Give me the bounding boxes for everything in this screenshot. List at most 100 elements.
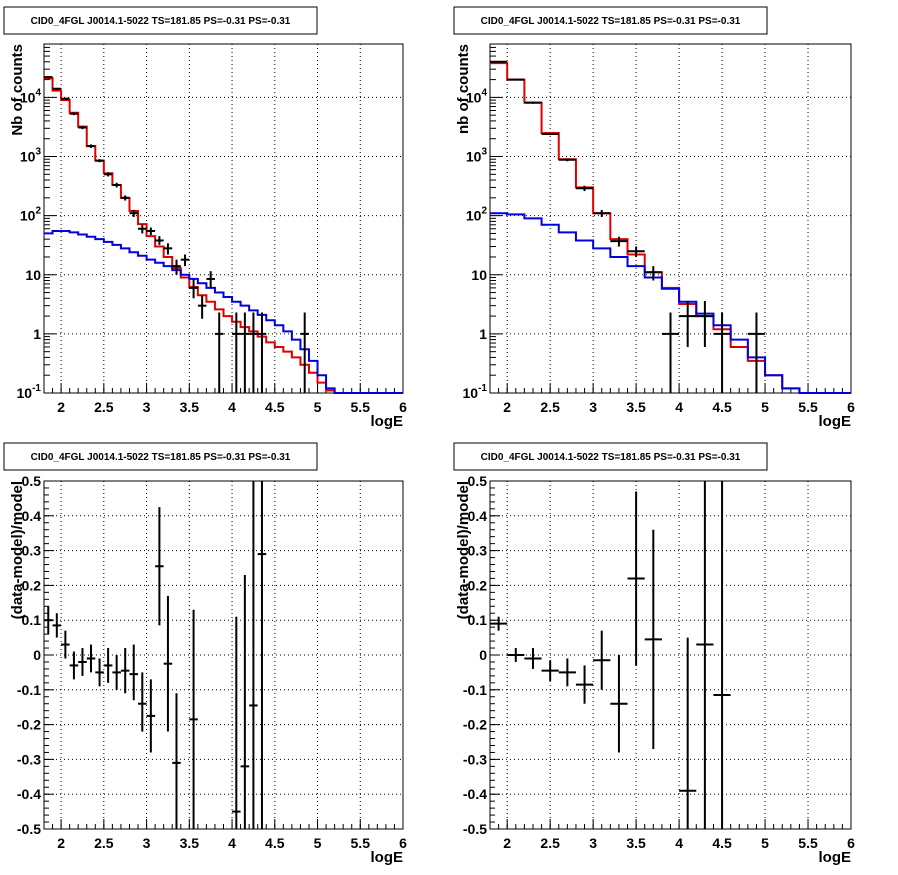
data-point <box>232 312 241 393</box>
data-point <box>61 97 70 100</box>
data-point <box>507 648 525 662</box>
data-point <box>197 295 207 319</box>
data-point <box>95 658 104 687</box>
data-point <box>112 182 121 188</box>
data-point <box>103 648 113 683</box>
data-point <box>257 312 267 393</box>
data-point <box>172 693 181 829</box>
y-tick-label: -0.5 <box>17 821 41 837</box>
x-tick-label: 4.5 <box>712 835 732 851</box>
x-tick-label: 2.5 <box>94 399 114 415</box>
data-point <box>146 227 156 236</box>
y-tick-label: 0.4 <box>468 508 488 524</box>
y-axis-label: Nb of counts <box>9 44 26 136</box>
x-tick-label: 6 <box>399 399 407 415</box>
x-tick-label: 5.5 <box>798 835 818 851</box>
data-point <box>490 60 508 63</box>
x-tick-label: 3.5 <box>180 835 200 851</box>
data-point <box>103 172 113 177</box>
y-tick-label: 10-1 <box>17 383 42 401</box>
chart-panel-3: CID0_4FGL J0014.1-5022 TS=181.85 PS=-0.3… <box>3 442 407 866</box>
y-tick-label: -0.3 <box>17 751 41 767</box>
x-tick-label: 4 <box>228 835 236 851</box>
x-tick-label: 3.5 <box>626 835 646 851</box>
chart-title: CID0_4FGL J0014.1-5022 TS=181.85 PS=-0.3… <box>31 452 291 463</box>
data-point <box>52 87 62 90</box>
x-tick-label: 4.5 <box>265 399 285 415</box>
x-tick-label: 5.5 <box>351 835 371 851</box>
data-point <box>507 78 525 81</box>
y-tick-label: -0.4 <box>463 786 487 802</box>
plot-frame <box>43 480 404 830</box>
y-tick-label: 10-1 <box>463 383 488 401</box>
x-tick-label: 3 <box>143 835 151 851</box>
data-point <box>69 651 79 680</box>
x-tick-label: 4.5 <box>265 835 285 851</box>
data-point <box>180 254 190 267</box>
x-axis-label: logE <box>371 849 404 866</box>
data-point <box>249 481 258 829</box>
data-point <box>146 679 156 753</box>
chart-title-box <box>3 442 318 471</box>
chart-title-box <box>3 6 318 35</box>
x-tick-label: 4 <box>675 399 683 415</box>
data-point <box>490 616 508 631</box>
y-tick-label: 0 <box>33 647 41 663</box>
data-point <box>610 236 628 247</box>
data-point <box>679 637 697 829</box>
x-tick-label: 5 <box>761 399 769 415</box>
x-tick-label: 6 <box>847 835 855 851</box>
y-axis-label: (data-model)/model <box>9 481 26 619</box>
y-tick-label: 103 <box>466 147 488 165</box>
y-tick-label: 0.1 <box>22 612 42 628</box>
y-tick-label: 102 <box>20 206 42 224</box>
x-tick-label: 5 <box>314 399 322 415</box>
chart-title: CID0_4FGL J0014.1-5022 TS=181.85 PS=-0.3… <box>481 452 741 463</box>
data-point <box>138 224 147 234</box>
y-tick-label: 0 <box>479 647 487 663</box>
data-point <box>120 195 130 201</box>
y-tick-label: -0.1 <box>17 682 41 698</box>
y-tick-label: 104 <box>466 87 488 105</box>
data-point <box>524 101 542 104</box>
data-point <box>300 312 309 393</box>
chart-panel-1: CID0_4FGL J0014.1-5022 TS=181.85 PS=-0.3… <box>3 6 407 430</box>
data-point <box>240 312 250 393</box>
data-point <box>172 259 181 275</box>
data-point <box>189 278 198 299</box>
x-tick-label: 6 <box>847 399 855 415</box>
x-tick-label: 4 <box>228 399 236 415</box>
data-point <box>593 630 611 690</box>
data-point <box>249 312 258 393</box>
x-tick-label: 4.5 <box>712 399 732 415</box>
chart-title: CID0_4FGL J0014.1-5022 TS=181.85 PS=-0.3… <box>481 16 741 27</box>
x-tick-label: 3.5 <box>626 399 646 415</box>
data-point <box>558 158 576 162</box>
y-tick-label: 104 <box>20 87 42 105</box>
x-tick-label: 5 <box>761 835 769 851</box>
y-tick-label: -0.2 <box>17 717 41 733</box>
y-tick-label: -0.3 <box>463 751 487 767</box>
series-line-blue <box>490 212 851 394</box>
y-tick-label: 10 <box>25 267 41 283</box>
data-point <box>214 312 224 393</box>
y-axis-label: (data-model)/model <box>455 481 472 619</box>
y-tick-label: 1 <box>33 326 41 342</box>
series-line-blue <box>44 229 403 394</box>
data-point <box>240 574 250 829</box>
y-tick-label: 10 <box>471 267 487 283</box>
data-point <box>644 529 662 749</box>
x-tick-label: 5.5 <box>351 399 371 415</box>
chart-title-box <box>453 6 768 35</box>
x-axis-label: logE <box>819 849 852 866</box>
y-tick-label: 0.3 <box>22 543 42 559</box>
data-point <box>696 481 714 829</box>
x-tick-label: 4 <box>675 835 683 851</box>
y-tick-label: -0.4 <box>17 786 41 802</box>
data-point <box>86 144 96 148</box>
data-point <box>713 481 731 829</box>
data-point <box>627 246 645 257</box>
x-axis-label: logE <box>371 413 404 430</box>
data-point <box>129 209 139 217</box>
data-point <box>78 648 87 676</box>
